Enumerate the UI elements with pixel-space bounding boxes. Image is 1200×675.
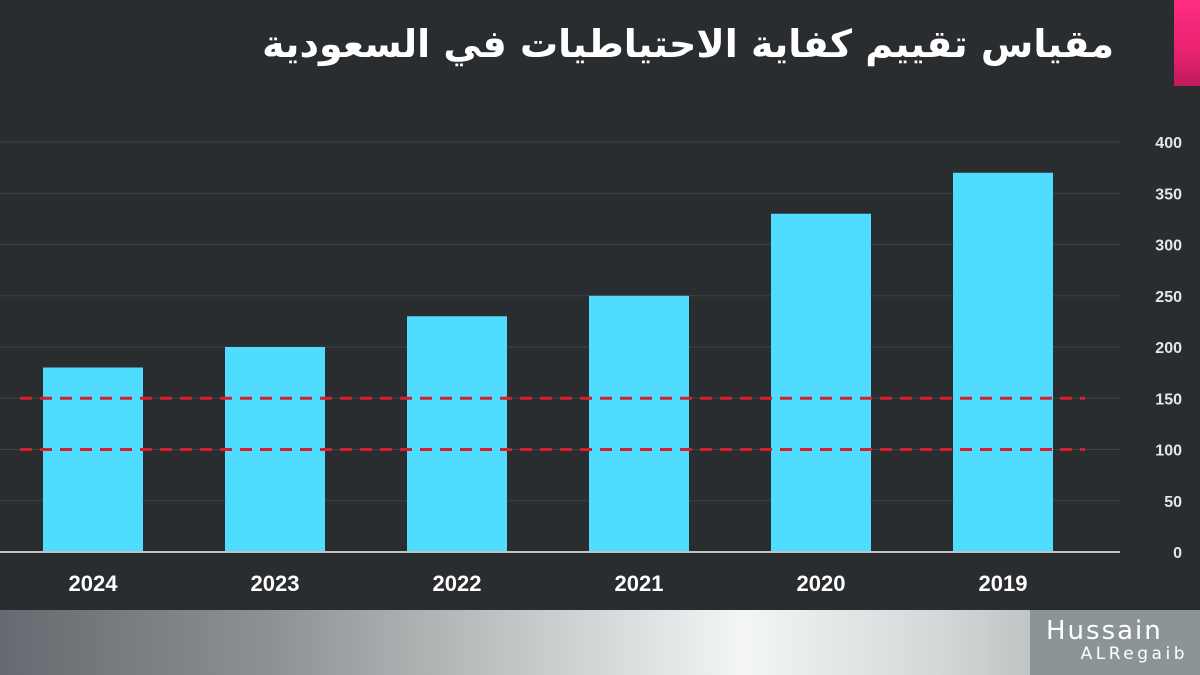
x-tick-label: 2023 xyxy=(251,571,300,596)
bar xyxy=(43,367,143,552)
x-tick-label: 2022 xyxy=(433,571,482,596)
y-tick-label: 0 xyxy=(1173,545,1182,562)
y-tick-label: 300 xyxy=(1155,238,1182,255)
y-tick-label: 350 xyxy=(1155,186,1182,203)
y-tick-label: 150 xyxy=(1155,391,1182,408)
bar xyxy=(771,213,871,552)
y-tick-label: 250 xyxy=(1155,289,1182,306)
logo-name: Hussain xyxy=(1046,616,1163,646)
footer-band xyxy=(0,610,1200,675)
x-tick-label: 2020 xyxy=(797,571,846,596)
bar xyxy=(407,316,507,552)
bar xyxy=(953,172,1053,552)
chart: 0 50 100 150 200 250 300 350 400 2024 2023 2022 2021… xyxy=(0,135,1182,596)
chart-title: مقياس تقييم كفاية الاحتياطيات في السعودي… xyxy=(262,22,1114,66)
accent-bar xyxy=(1174,0,1200,86)
y-tick-label: 100 xyxy=(1155,443,1182,460)
y-tick-label: 50 xyxy=(1164,494,1182,511)
x-tick-label: 2021 xyxy=(615,571,664,596)
bar xyxy=(589,295,689,552)
y-tick-label: 200 xyxy=(1155,340,1182,357)
brand-logo: Hussain ALRegaib xyxy=(1030,610,1200,675)
logo-surname: ALRegaib xyxy=(1080,644,1188,664)
y-tick-label: 400 xyxy=(1155,135,1182,152)
x-tick-label: 2019 xyxy=(979,571,1028,596)
x-tick-label: 2024 xyxy=(69,571,119,596)
